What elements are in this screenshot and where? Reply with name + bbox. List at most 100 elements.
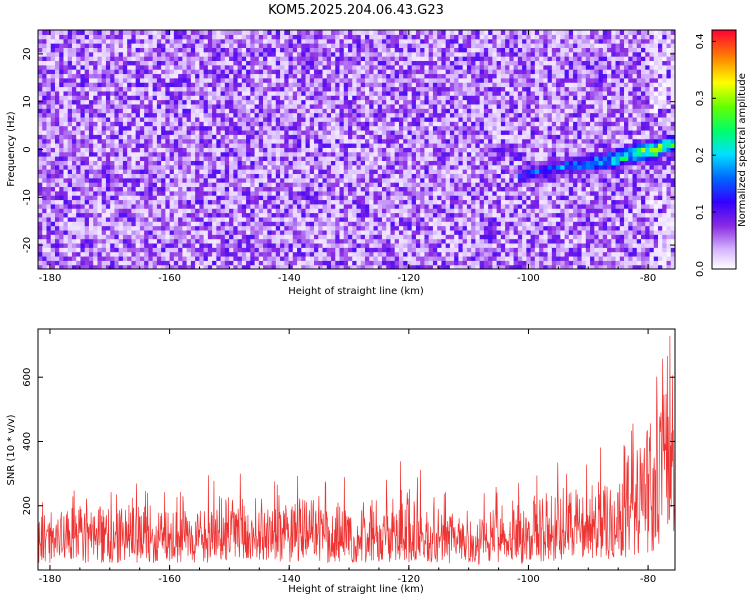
heatmap-cell bbox=[407, 160, 413, 166]
heatmap-cell bbox=[101, 129, 107, 135]
heatmap-cell bbox=[182, 195, 188, 201]
heatmap-cell bbox=[80, 238, 86, 244]
heatmap-cell bbox=[122, 108, 128, 114]
heatmap-cell bbox=[390, 190, 396, 196]
heatmap-cell bbox=[59, 56, 65, 62]
heatmap-cell bbox=[407, 225, 413, 231]
heatmap-cell bbox=[407, 260, 413, 266]
heatmap-cell bbox=[38, 216, 43, 222]
heatmap-cell bbox=[331, 73, 336, 79]
heatmap-cell bbox=[420, 238, 426, 244]
heatmap-cell bbox=[156, 225, 162, 231]
heatmap-cell bbox=[271, 264, 277, 269]
heatmap-cell bbox=[122, 103, 128, 109]
heatmap-cell bbox=[377, 169, 383, 174]
heatmap-cell bbox=[403, 255, 409, 261]
heatmap-cell bbox=[407, 147, 413, 153]
heatmap-cell bbox=[42, 86, 48, 92]
heatmap-cell bbox=[394, 38, 400, 44]
heatmap-cell bbox=[54, 112, 60, 118]
heatmap-cell bbox=[173, 195, 179, 201]
heatmap-cell bbox=[360, 30, 366, 35]
heatmap-cell bbox=[50, 216, 56, 222]
heatmap-cell bbox=[237, 229, 243, 235]
heatmap-cell bbox=[326, 129, 332, 135]
heatmap-cell bbox=[199, 30, 205, 35]
heatmap-cell bbox=[420, 108, 426, 114]
heatmap-cell bbox=[292, 247, 298, 253]
heatmap-cell bbox=[88, 108, 94, 114]
heatmap-cell bbox=[50, 134, 56, 140]
heatmap-cell bbox=[152, 225, 158, 231]
heatmap-cell bbox=[420, 229, 426, 235]
heatmap-cell bbox=[292, 60, 298, 66]
heatmap-cell bbox=[148, 216, 154, 222]
heatmap-cell bbox=[161, 234, 166, 240]
heatmap-cell bbox=[63, 60, 69, 66]
heatmap-cell bbox=[199, 38, 205, 44]
heatmap-cell bbox=[169, 238, 175, 244]
heatmap-cell bbox=[88, 234, 94, 240]
heatmap-cell bbox=[326, 186, 332, 192]
heatmap-cell bbox=[280, 121, 285, 127]
heatmap-cell bbox=[93, 134, 99, 140]
heatmap-cell bbox=[178, 99, 183, 105]
heatmap-cell bbox=[331, 169, 336, 174]
heatmap-cell bbox=[88, 43, 94, 48]
heatmap-cell bbox=[386, 151, 392, 157]
heatmap-cell bbox=[258, 247, 264, 253]
heatmap-cell bbox=[390, 260, 396, 266]
heatmap-cell bbox=[373, 77, 379, 83]
heatmap-cell bbox=[415, 190, 421, 196]
heatmap-cell bbox=[369, 51, 375, 57]
heatmap-cell bbox=[59, 129, 65, 135]
heatmap-cell bbox=[229, 173, 234, 179]
heatmap-cell bbox=[288, 247, 294, 253]
heatmap-cell bbox=[59, 238, 65, 244]
heatmap-cell bbox=[343, 221, 349, 227]
heatmap-cell bbox=[356, 203, 362, 209]
heatmap-cell bbox=[80, 47, 86, 53]
heatmap-cell bbox=[178, 195, 183, 201]
heatmap-cell bbox=[50, 121, 56, 127]
heatmap-cell bbox=[186, 82, 192, 88]
heatmap-cell bbox=[411, 116, 417, 122]
heatmap-cell bbox=[318, 64, 324, 70]
heatmap-cell bbox=[331, 247, 336, 253]
heatmap-cell bbox=[258, 116, 264, 122]
heatmap-cell bbox=[63, 221, 69, 227]
heatmap-cell bbox=[169, 134, 175, 140]
heatmap-cell bbox=[407, 229, 413, 235]
heatmap-cell bbox=[186, 173, 192, 179]
heatmap-cell bbox=[339, 216, 345, 222]
heatmap-cell bbox=[343, 69, 349, 75]
heatmap-cell bbox=[93, 108, 99, 114]
heatmap-cell bbox=[331, 160, 336, 166]
heatmap-cell bbox=[195, 225, 200, 231]
heatmap-cell bbox=[377, 238, 383, 244]
heatmap-cell bbox=[38, 138, 43, 144]
heatmap-cell bbox=[305, 208, 311, 214]
heatmap-cell bbox=[241, 86, 247, 92]
heatmap-cell bbox=[318, 247, 324, 253]
heatmap-cell bbox=[301, 255, 307, 261]
heatmap-cell bbox=[97, 156, 103, 161]
heatmap-cell bbox=[71, 255, 77, 261]
heatmap-cell bbox=[156, 64, 162, 70]
heatmap-cell bbox=[280, 43, 285, 48]
heatmap-cell bbox=[182, 51, 188, 57]
heatmap-cell bbox=[318, 225, 324, 231]
heatmap-cell bbox=[407, 255, 413, 261]
heatmap-cell bbox=[280, 169, 285, 174]
heatmap-cell bbox=[407, 195, 413, 201]
heatmap-cell bbox=[394, 108, 400, 114]
heatmap-cell bbox=[105, 260, 111, 266]
heatmap-cell bbox=[173, 103, 179, 109]
heatmap-cell bbox=[254, 112, 260, 118]
heatmap-cell bbox=[352, 247, 358, 253]
heatmap-cell bbox=[292, 138, 298, 144]
heatmap-cell bbox=[161, 164, 166, 170]
heatmap-cell bbox=[348, 195, 353, 201]
heatmap-cell bbox=[161, 38, 166, 44]
heatmap-cell bbox=[114, 216, 120, 222]
